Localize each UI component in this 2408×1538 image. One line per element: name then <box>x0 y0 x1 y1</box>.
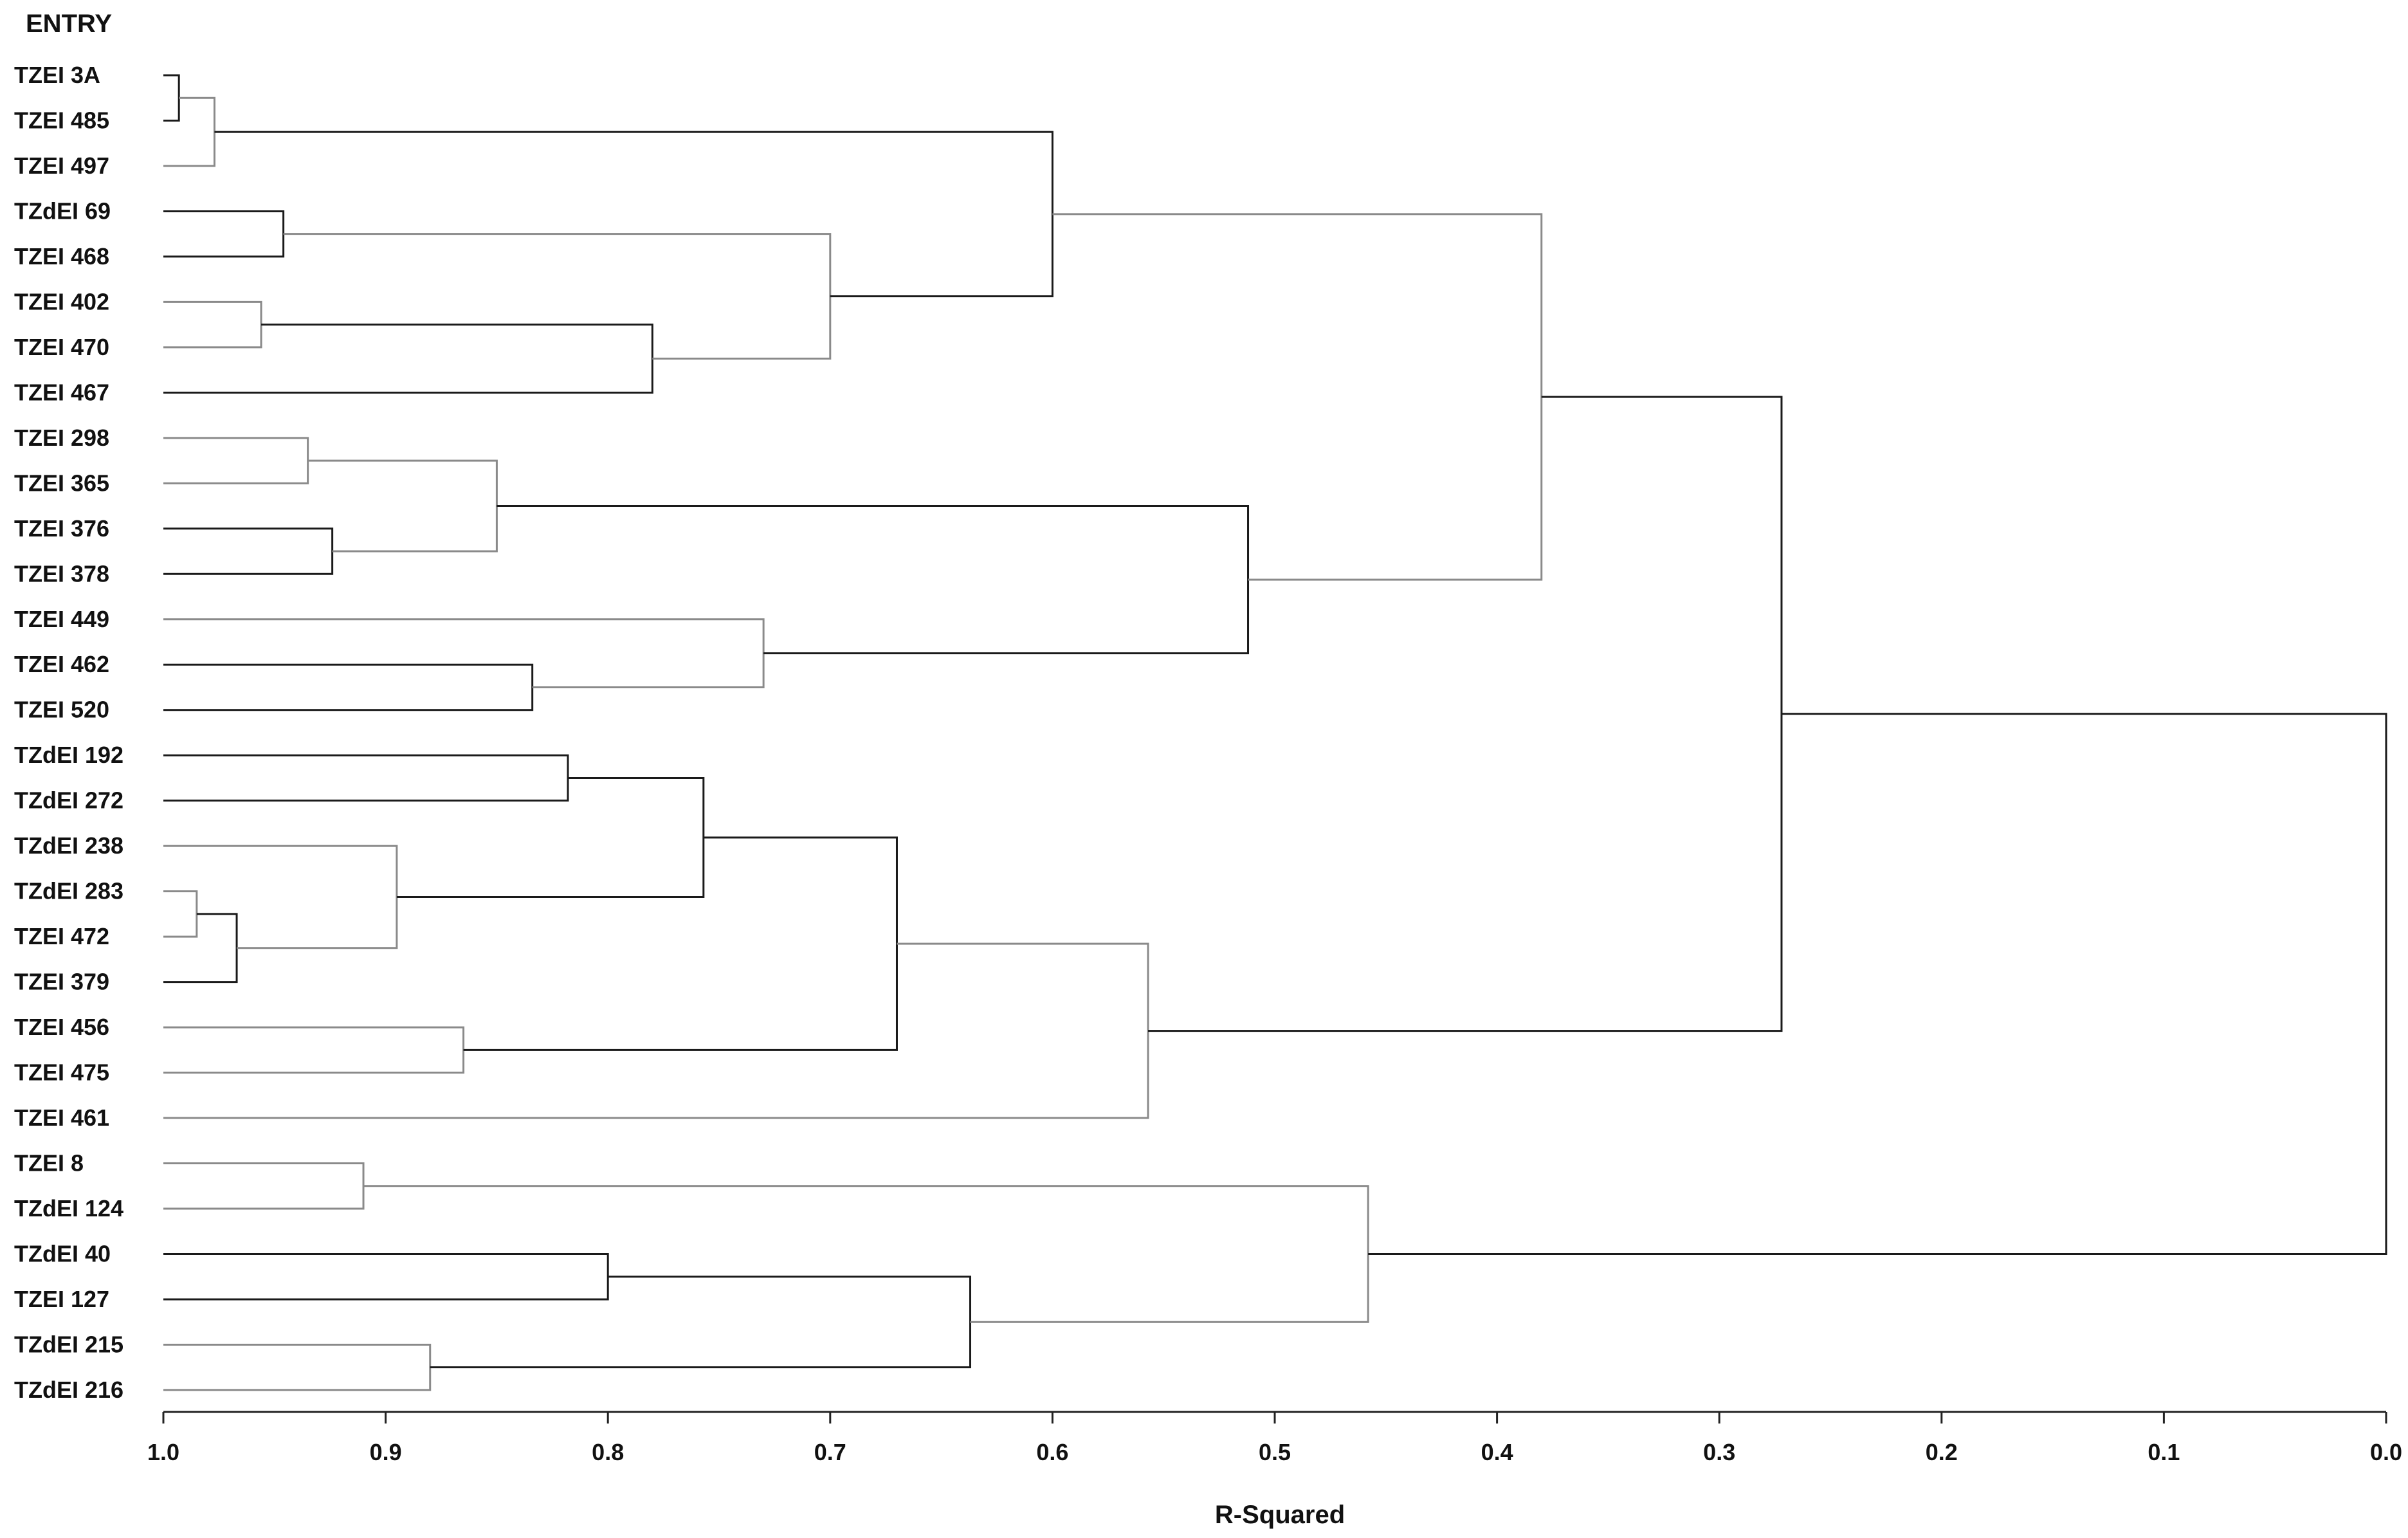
branch-c20 <box>163 1026 465 1074</box>
dendrogram-branches <box>163 74 2387 1391</box>
leaf-label: TZEI 379 <box>14 969 109 995</box>
leaf-label: TZEI 470 <box>14 334 109 360</box>
branch-c29 <box>1368 713 2387 1255</box>
branch-c3 <box>163 210 285 258</box>
x-tick-label: 0.4 <box>1481 1439 1513 1465</box>
branch-c22 <box>163 942 1149 1119</box>
leaf-label: TZEI 497 <box>14 152 109 179</box>
leaf-label: TZdEI 40 <box>14 1240 111 1267</box>
branch-c28 <box>363 1185 1369 1323</box>
x-tick-label: 0.1 <box>2148 1439 2180 1465</box>
x-tick-label: 0.5 <box>1259 1439 1291 1465</box>
leaf-label: TZdEI 216 <box>14 1377 123 1403</box>
leaf-label: TZEI 472 <box>14 923 109 949</box>
x-axis-title: R-Squared <box>1215 1501 1345 1529</box>
branch-c13 <box>497 505 1250 655</box>
branch-c2 <box>163 96 215 167</box>
leaf-label: TZdEI 215 <box>14 1331 123 1357</box>
x-tick-label: 0.9 <box>370 1439 402 1465</box>
leaf-label: TZEI 378 <box>14 560 109 587</box>
leaf-label: TZdEI 192 <box>14 742 123 768</box>
leaf-labels: TZEI 3A TZEI 485 TZEI 497 TZdEI 69 TZEI 468 T… <box>14 62 123 1403</box>
x-tick-label: 0.2 <box>1926 1439 1958 1465</box>
branch-c21 <box>463 836 898 1051</box>
x-axis-ticks: 1.0 0.9 0.8 0.7 0.6 0.5 0.4 0.3 0.2 0.1 0.0 <box>147 1412 2402 1465</box>
branch-c7 <box>214 131 1054 298</box>
branch-c6 <box>283 233 832 360</box>
branch-c10 <box>307 459 498 553</box>
leaf-label: TZEI 461 <box>14 1104 109 1131</box>
branch-c23 <box>1148 396 1783 1032</box>
branch-c5 <box>163 324 653 394</box>
branch-c8 <box>163 437 309 484</box>
leaf-label: TZEI 456 <box>14 1014 109 1040</box>
x-axis: 1.0 0.9 0.8 0.7 0.6 0.5 0.4 0.3 0.2 0.1 0.0 <box>147 1411 2402 1465</box>
leaf-label: TZEI 449 <box>14 606 109 632</box>
leaf-label: TZEI 475 <box>14 1059 109 1086</box>
x-tick-label: 1.0 <box>147 1439 179 1465</box>
branch-c27 <box>430 1276 972 1369</box>
leaf-label: TZEI 485 <box>14 107 109 133</box>
leaf-label: TZdEI 283 <box>14 878 123 904</box>
branch-c1 <box>163 74 180 122</box>
branch-c15 <box>163 754 569 802</box>
leaf-label: TZEI 402 <box>14 288 109 315</box>
leaf-label: TZdEI 124 <box>14 1195 123 1222</box>
branch-c12 <box>163 618 765 688</box>
leaf-label: TZEI 3A <box>14 62 100 88</box>
x-tick-label: 0.6 <box>1036 1439 1068 1465</box>
leaf-label: TZEI 365 <box>14 470 109 496</box>
leaf-label: TZdEI 272 <box>14 787 123 814</box>
leaf-label: TZEI 468 <box>14 243 109 270</box>
leaf-label: TZdEI 238 <box>14 832 123 859</box>
leaf-label: TZEI 298 <box>14 425 109 451</box>
x-tick-label: 0.0 <box>2370 1439 2402 1465</box>
branch-c26 <box>163 1343 432 1391</box>
branch-c14 <box>1052 213 1543 581</box>
branch-c16 <box>163 890 198 938</box>
branch-c11 <box>163 663 534 711</box>
branch-c17 <box>163 913 238 984</box>
leaf-label: TZdEI 69 <box>14 197 111 224</box>
leaf-label: TZEI 8 <box>14 1150 84 1176</box>
x-tick-label: 0.3 <box>1703 1439 1735 1465</box>
branch-c25 <box>163 1252 609 1301</box>
leaf-label: TZEI 376 <box>14 515 109 542</box>
branch-c9 <box>163 527 334 575</box>
branch-c24 <box>163 1162 365 1210</box>
branch-c18 <box>163 845 398 949</box>
leaf-column-header: ENTRY <box>26 10 112 38</box>
leaf-label: TZEI 462 <box>14 651 109 677</box>
branch-c19 <box>396 776 705 898</box>
leaf-label: TZEI 520 <box>14 697 109 723</box>
leaf-label: TZEI 127 <box>14 1286 109 1312</box>
branch-c4 <box>163 300 262 349</box>
leaf-label: TZEI 467 <box>14 379 109 405</box>
x-tick-label: 0.8 <box>592 1439 624 1465</box>
x-tick-label: 0.7 <box>814 1439 846 1465</box>
